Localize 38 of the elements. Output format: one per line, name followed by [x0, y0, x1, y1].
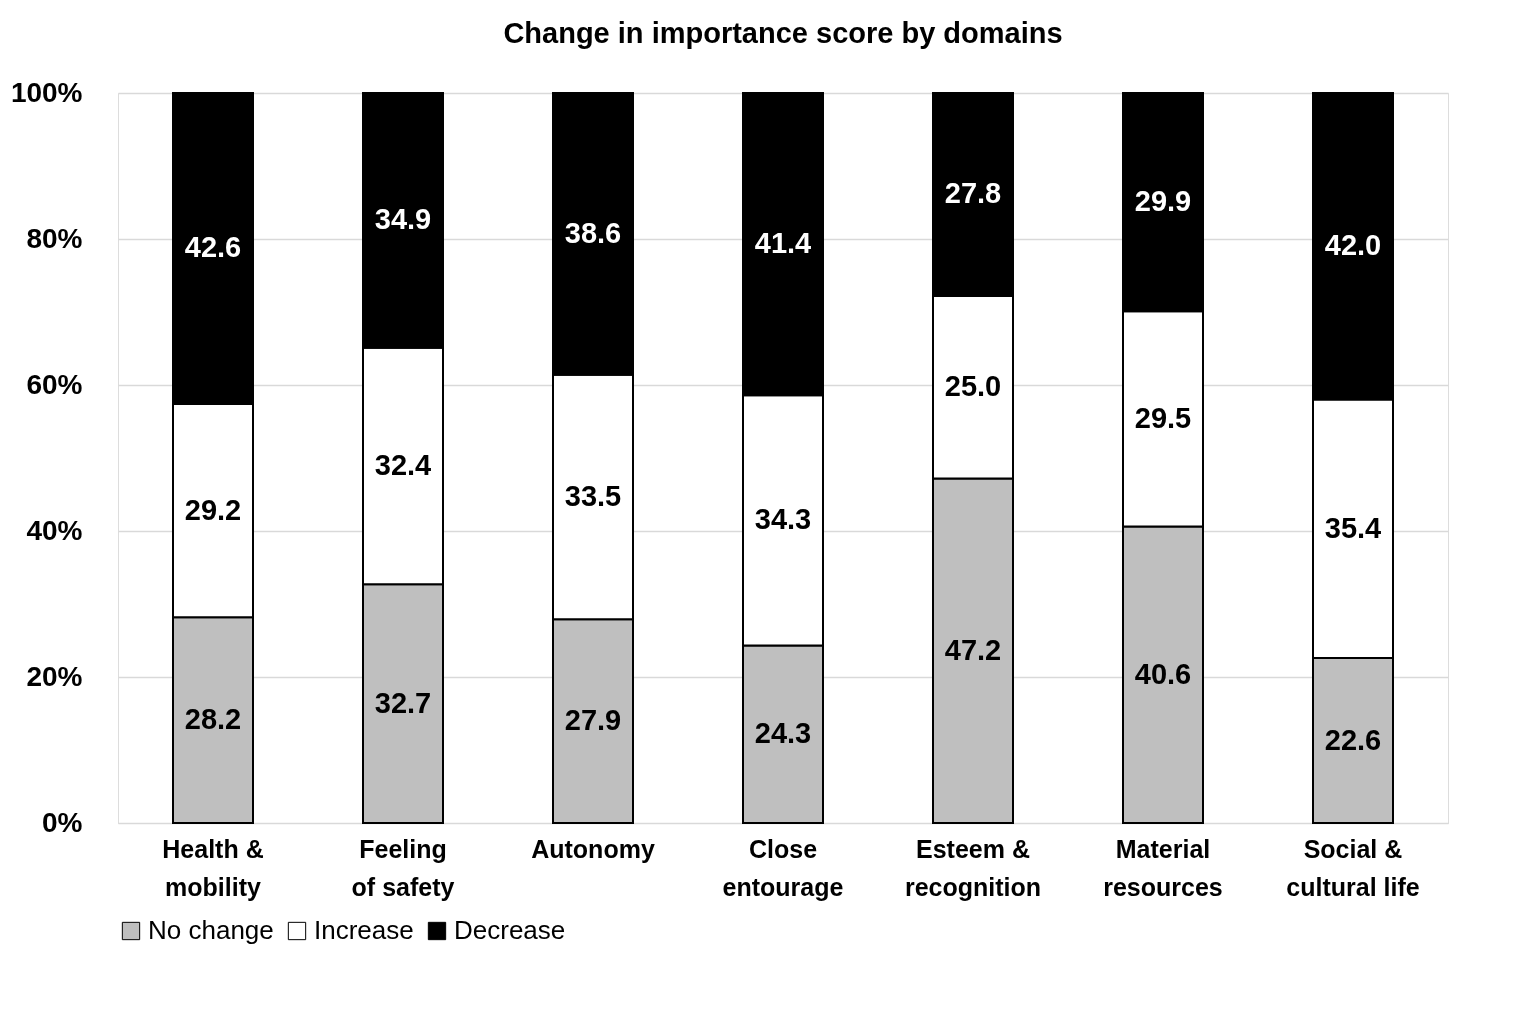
- data-label: 29.9: [1134, 185, 1192, 218]
- data-label: 32.4: [374, 449, 432, 482]
- data-label: 34.3: [754, 503, 812, 536]
- legend-label: Decrease: [454, 915, 566, 945]
- y-tick-label: 80%: [26, 222, 83, 254]
- chart-title: Change in importance score by domains: [503, 17, 1063, 49]
- x-tick-label: Feeling of safety: [351, 834, 455, 901]
- data-label: 41.4: [754, 227, 812, 260]
- data-label: 32.7: [374, 686, 432, 719]
- y-tick-label: 60%: [26, 368, 83, 400]
- legend-label: No change: [148, 915, 274, 945]
- data-label: 22.6: [1324, 723, 1382, 756]
- data-label: 42.0: [1324, 229, 1382, 262]
- x-tick-label: Autonomy: [531, 834, 655, 863]
- legend-label: Increase: [314, 915, 414, 945]
- y-tick-label: 100%: [10, 76, 83, 108]
- data-label: 35.4: [1324, 511, 1382, 544]
- data-label: 38.6: [564, 216, 622, 249]
- data-label: 33.5: [564, 480, 622, 513]
- data-label: 29.2: [184, 493, 242, 526]
- data-label: 24.3: [754, 717, 812, 750]
- data-label: 34.9: [374, 203, 432, 236]
- data-label: 40.6: [1134, 657, 1192, 690]
- data-label: 28.2: [184, 703, 242, 736]
- data-label: 42.6: [184, 231, 242, 264]
- x-tick-label: Close entourage: [722, 834, 844, 901]
- data-label: 47.2: [944, 633, 1002, 666]
- y-tick-label: 20%: [26, 660, 83, 692]
- x-tick-label: Social & cultural life: [1286, 834, 1420, 901]
- x-tick-label: Esteem & recognition: [904, 834, 1042, 901]
- y-tick-label: 40%: [26, 514, 83, 546]
- y-tick-label: 0%: [42, 806, 83, 838]
- x-tick-label: Material resources: [1103, 834, 1223, 901]
- data-label: 25.0: [944, 370, 1002, 403]
- x-tick-label: Health & mobility: [162, 834, 264, 901]
- data-label: 29.5: [1134, 401, 1192, 434]
- data-label: 27.8: [944, 177, 1002, 210]
- data-label: 27.9: [564, 704, 622, 737]
